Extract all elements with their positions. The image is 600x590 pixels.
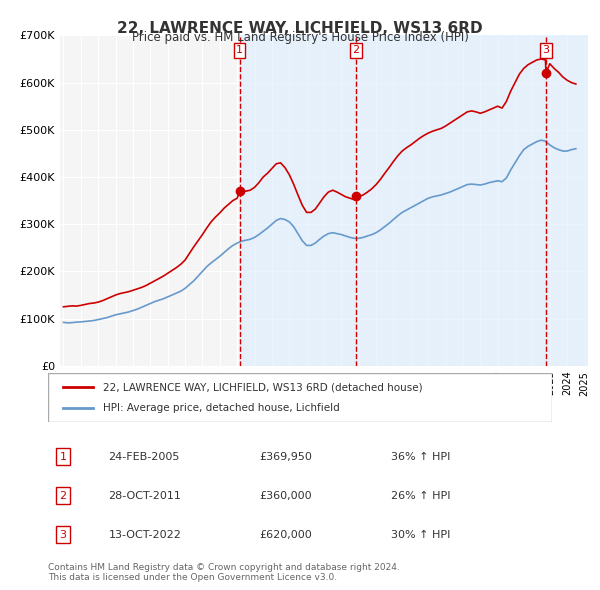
Text: 28-OCT-2011: 28-OCT-2011 xyxy=(109,491,181,500)
Text: 26% ↑ HPI: 26% ↑ HPI xyxy=(391,491,450,500)
Text: 22, LAWRENCE WAY, LICHFIELD, WS13 6RD (detached house): 22, LAWRENCE WAY, LICHFIELD, WS13 6RD (d… xyxy=(103,382,423,392)
Text: HPI: Average price, detached house, Lichfield: HPI: Average price, detached house, Lich… xyxy=(103,404,340,414)
Bar xyxy=(356,35,546,366)
Text: Price paid vs. HM Land Registry's House Price Index (HPI): Price paid vs. HM Land Registry's House … xyxy=(131,31,469,44)
Bar xyxy=(240,35,356,366)
Text: 1: 1 xyxy=(236,45,243,55)
Text: This data is licensed under the Open Government Licence v3.0.: This data is licensed under the Open Gov… xyxy=(48,573,337,582)
Text: 36% ↑ HPI: 36% ↑ HPI xyxy=(391,452,450,461)
Text: 24-FEB-2005: 24-FEB-2005 xyxy=(109,452,180,461)
Text: £360,000: £360,000 xyxy=(260,491,313,500)
Text: 3: 3 xyxy=(542,45,550,55)
Text: 1: 1 xyxy=(59,452,67,461)
Text: 2: 2 xyxy=(352,45,359,55)
Text: 2: 2 xyxy=(59,491,67,500)
Text: £369,950: £369,950 xyxy=(260,452,313,461)
Text: £620,000: £620,000 xyxy=(260,530,313,539)
Text: Contains HM Land Registry data © Crown copyright and database right 2024.: Contains HM Land Registry data © Crown c… xyxy=(48,563,400,572)
Text: 13-OCT-2022: 13-OCT-2022 xyxy=(109,530,181,539)
Text: 30% ↑ HPI: 30% ↑ HPI xyxy=(391,530,450,539)
FancyBboxPatch shape xyxy=(48,373,552,422)
Bar xyxy=(546,35,593,366)
Text: 3: 3 xyxy=(59,530,67,539)
Text: 22, LAWRENCE WAY, LICHFIELD, WS13 6RD: 22, LAWRENCE WAY, LICHFIELD, WS13 6RD xyxy=(117,21,483,35)
